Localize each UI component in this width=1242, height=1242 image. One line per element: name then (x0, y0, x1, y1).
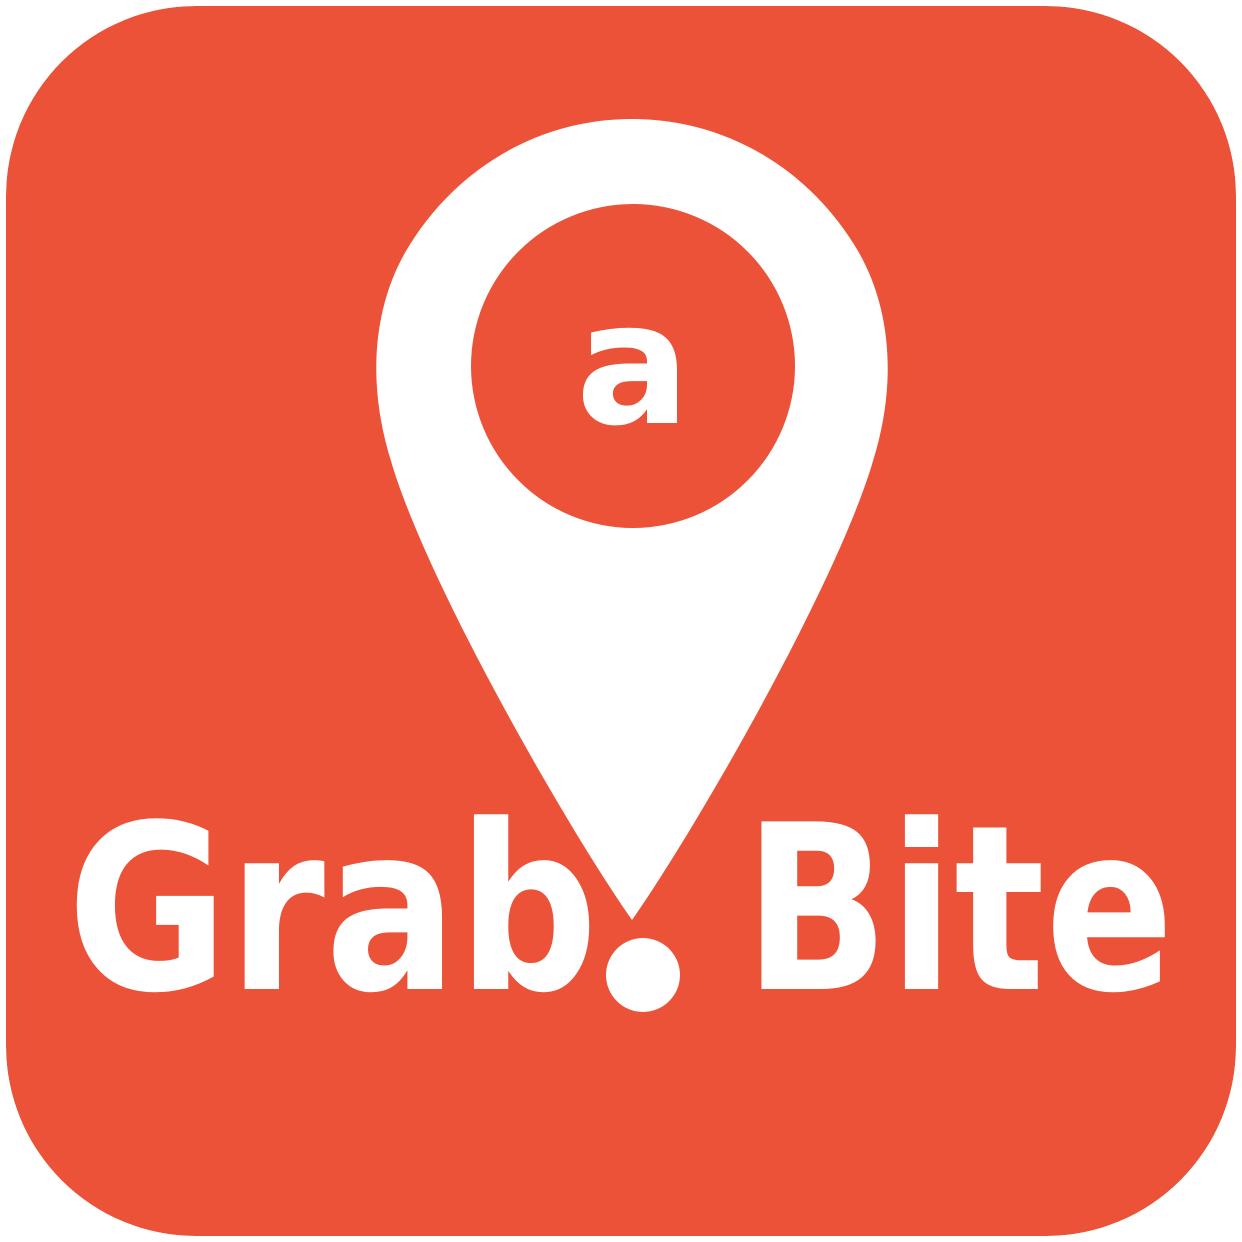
app-icon[interactable]: Grab Bite a Grab Bite (6, 6, 1236, 1236)
logo-word-bite: Bite (744, 777, 1174, 1044)
app-logo: Grab Bite a Grab Bite (6, 6, 1236, 1236)
pin-dot-icon (606, 938, 680, 1012)
logo-word-grab: Grab (67, 777, 598, 1044)
pin-inner-circle (471, 204, 795, 528)
pin-letter: a (576, 266, 691, 464)
